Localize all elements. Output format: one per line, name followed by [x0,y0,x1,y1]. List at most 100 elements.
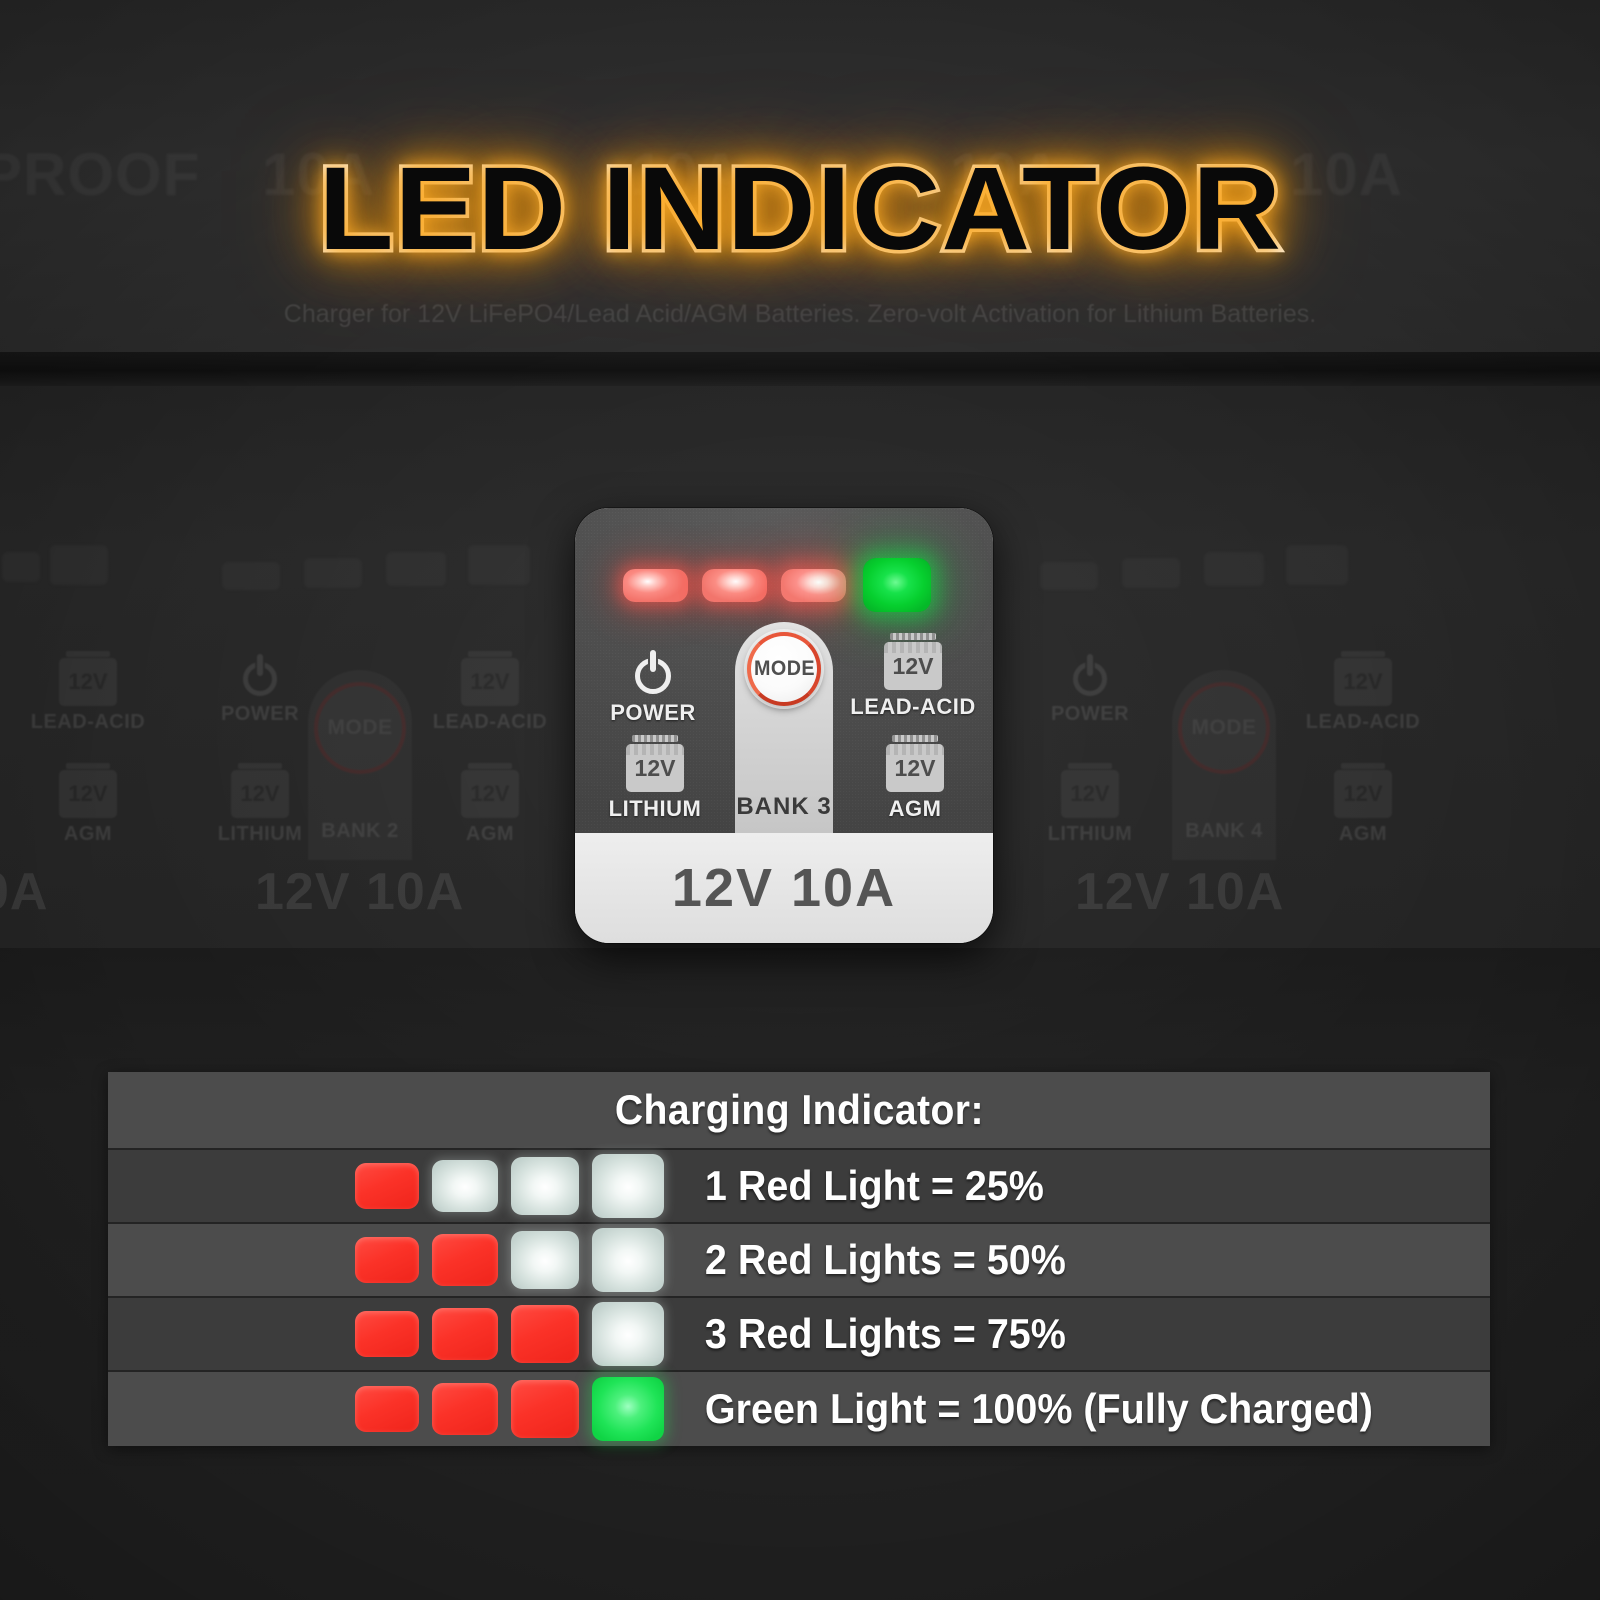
background-ghost-panel-bank-2: 12V LEAD-ACID 12V AGM POWER 12V LITHIUM … [0,630,560,860]
led-green-full [863,558,931,612]
legend-led-off [592,1228,664,1292]
battery-icon-lead-acid: 12V [884,633,942,690]
legend-led-red [432,1383,498,1435]
ghost-label-lithium: LITHIUM [200,823,320,846]
background-ghost-text-10a-4: 10A [1290,140,1403,209]
ghost-battery-voltage: 12V [59,658,117,706]
mode-button[interactable]: MODE [747,632,821,706]
row-label: Green Light = 100% (Fully Charged) [704,1385,1373,1432]
power-label: POWER [610,700,696,725]
legend-led-red [511,1380,579,1438]
row-led-group [108,1298,688,1370]
background-rating-right: 12V 10A [1075,862,1284,922]
ghost-label-agm: AGM [1298,823,1428,846]
ghost-label-agm: AGM [28,823,148,846]
lead-acid-label: LEAD-ACID [850,694,976,719]
lithium-label: LITHIUM [608,796,702,821]
background-led-slot [222,562,280,590]
background-band-seam [0,352,1600,386]
background-led-slot [2,552,40,582]
legend-led-red [432,1234,498,1286]
ghost-label-power: POWER [200,703,320,726]
row-label: 3 Red Lights = 75% [704,1310,1066,1357]
row-led-group [108,1372,688,1446]
legend-led-off [511,1157,579,1215]
ghost-battery-voltage: 12V [461,770,519,818]
table-row: Green Light = 100% (Fully Charged) [108,1372,1490,1446]
led-red-1 [623,568,688,602]
row-label: 1 Red Light = 25% [704,1162,1044,1209]
lead-acid-indicator: 12V LEAD-ACID [847,633,979,720]
background-ghost-text-10a-2: 10A [630,140,743,209]
legend-led-green [592,1377,664,1441]
agm-label: AGM [888,796,942,821]
battery-icon-lithium: 12V [626,735,684,792]
background-led-slot [304,558,362,588]
battery-voltage-agm: 12V [894,754,936,781]
ghost-battery-voltage: 12V [231,770,289,818]
legend-led-off [592,1302,664,1366]
agm-indicator: 12V AGM [855,735,975,822]
ghost-label-lead-acid: LEAD-ACID [430,711,550,734]
legend-led-red [432,1308,498,1360]
ghost-bank-label-2: BANK 2 [300,820,420,843]
power-icon [629,648,677,696]
led-red-3 [781,568,846,602]
ghost-mode-label: MODE [318,686,402,770]
background-led-slot [468,545,530,585]
row-label: 2 Red Lights = 50% [704,1236,1066,1283]
legend-led-red [355,1311,419,1357]
background-ghost-text-10a-3: 10A [950,140,1063,209]
legend-led-red [355,1237,419,1283]
led-indicator-row [623,554,953,616]
ghost-label-lithium: LITHIUM [1030,823,1150,846]
ghost-bank-label-4: BANK 4 [1164,820,1284,843]
background-led-slot [1204,552,1264,586]
background-ghost-panel-bank-4: POWER 12V LITHIUM MODE BANK 4 12V LEAD-A… [1020,630,1600,860]
charging-indicator-table: Charging Indicator: 1 Red Light = 25% 2 … [108,1072,1490,1446]
charging-indicator-title: Charging Indicator: [614,1086,984,1133]
battery-voltage-lithium: 12V [634,754,676,781]
page-title-container: LED INDICATOR [0,147,1600,272]
battery-voltage-lead-acid: 12V [892,652,934,679]
charging-indicator-header: Charging Indicator: [108,1072,1490,1150]
row-led-group [108,1150,688,1222]
ghost-battery-voltage: 12V [1334,658,1392,706]
background-led-slot [1122,558,1180,588]
legend-led-off [511,1231,579,1289]
table-row: 3 Red Lights = 75% [108,1298,1490,1372]
lithium-indicator: 12V LITHIUM [595,735,715,822]
background-rating-left: 0A [0,862,48,922]
legend-led-red [511,1305,579,1363]
legend-led-off [592,1154,664,1218]
rating-text: 12V 10A [671,858,897,918]
ghost-battery-voltage: 12V [461,658,519,706]
page-subtitle: Charger for 12V LiFePO4/Lead Acid/AGM Ba… [283,300,1317,328]
table-row: 2 Red Lights = 50% [108,1224,1490,1298]
ghost-label-agm: AGM [430,823,550,846]
background-led-slot [386,552,446,586]
background-ghost-text-proof: PROOF [0,140,200,209]
mode-button-label: MODE [753,657,815,680]
table-row: 1 Red Light = 25% [108,1150,1490,1224]
charger-control-panel: POWER 12V LEAD-ACID 12V LITHIUM 12V AGM … [575,508,993,943]
ghost-battery-voltage: 12V [1334,770,1392,818]
background-led-slot [1286,545,1348,585]
ghost-label-lead-acid: LEAD-ACID [1298,711,1428,734]
ghost-mode-label: MODE [1182,686,1266,770]
ghost-battery-voltage: 12V [1061,770,1119,818]
legend-led-red [355,1386,419,1432]
legend-led-off [432,1160,498,1212]
rating-strip: 12V 10A [575,833,993,943]
battery-icon-agm: 12V [886,735,944,792]
background-led-slot [1040,562,1098,590]
bank-label: BANK 3 [736,793,832,820]
ghost-label-lead-acid: LEAD-ACID [28,711,148,734]
background-ghost-text-10a-1: 10A [262,140,375,209]
power-indicator: POWER [593,648,713,726]
background-band-top [0,0,1600,352]
ghost-label-power: POWER [1030,703,1150,726]
ghost-battery-voltage: 12V [59,770,117,818]
row-led-group [108,1224,688,1296]
background-rating-mid: 12V 10A [255,862,464,922]
